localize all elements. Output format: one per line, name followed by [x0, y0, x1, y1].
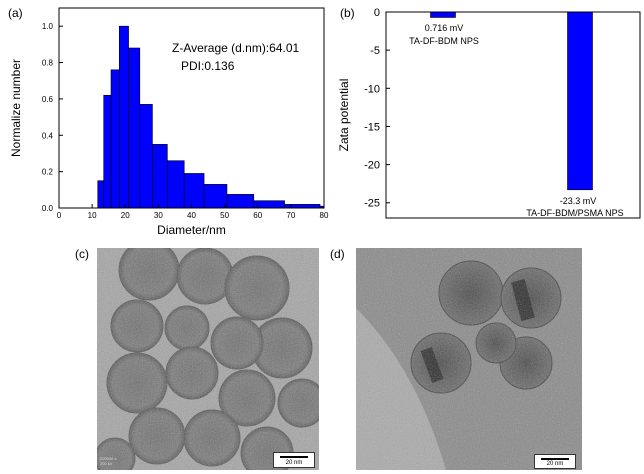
x-tick-label: 10: [88, 211, 97, 220]
histogram-bar-4: [118, 25, 129, 209]
histogram-bar-6: [139, 104, 153, 209]
value-label-2: -23.3 mV: [560, 196, 597, 206]
zeta-bar-1: [430, 11, 456, 18]
x-tick-label: 40: [187, 211, 196, 220]
y-axis-ticks: 0 -5 -10 -15 -20 -25: [364, 7, 390, 210]
histogram-bar-13: [284, 204, 321, 209]
tem-image-c: 200000 x 200 kV 20 nm: [97, 248, 319, 470]
y-tick-label: 0.4: [42, 131, 54, 140]
voltage-info: 200 kV: [100, 461, 113, 466]
histogram-bar-11: [226, 194, 255, 209]
tem-micrograph-c: [97, 248, 319, 470]
histogram-bar-7: [152, 144, 168, 209]
tem-image-d: 20 nm: [356, 248, 582, 470]
x-axis-ticks: 0 10 20 30 40 50 60 70 80: [57, 204, 329, 220]
y-tick-label: 0.2: [42, 168, 54, 177]
zeta-potential-chart: 0-5-10-15-20-25 Zata potential 0.716 mV …: [337, 7, 641, 219]
y-tick-label: -20: [364, 160, 380, 172]
panel-label-b: (b): [340, 6, 355, 20]
tem-micrograph-d: [356, 248, 582, 470]
histogram-bar-2: [103, 94, 112, 209]
y-tick-label: -5: [370, 45, 380, 57]
histogram-bars: [97, 25, 325, 209]
y-axis-label: Zata potential: [337, 79, 351, 152]
x-tick-label: 20: [121, 211, 130, 220]
y-axis-ticks: 0.0 0.2 0.4 0.6 0.8 1.0: [42, 22, 63, 213]
category-label-1: TA-DF-BDM NPS: [409, 36, 479, 46]
scale-bar-c: 20 nm: [273, 452, 315, 468]
value-label-1: 0.716 mV: [425, 23, 464, 33]
panel-label-a: (a): [8, 6, 23, 20]
y-tick-label: 0.8: [42, 59, 54, 68]
y-axis-label: Normalize number: [9, 59, 23, 157]
pdi-annotation: PDI:0.136: [181, 59, 235, 73]
x-tick-label: 30: [154, 211, 163, 220]
histogram-bar-5: [128, 47, 141, 209]
y-tick-label: -10: [364, 83, 380, 95]
histogram-bar-12: [253, 200, 285, 209]
y-tick-label: 0: [374, 7, 380, 19]
histogram-bar-9: [183, 173, 205, 209]
size-distribution-chart: 0 10 20 30 40 50 60 70 80 0.0 0.2 0.4 0.6 0.8 1.0 Dia…: [9, 7, 329, 237]
scale-bar-label-c: 20 nm: [285, 460, 303, 466]
x-tick-label: 80: [320, 211, 329, 220]
zeta-bars: [430, 11, 593, 191]
x-tick-label: 50: [220, 211, 229, 220]
histogram-bar-10: [203, 184, 228, 209]
panel-label-d: (d): [330, 247, 345, 261]
category-label-2: TA-DF-BDM/PSMA NPS: [526, 208, 623, 218]
histogram-bar-3: [110, 69, 120, 209]
x-tick-label: 70: [286, 211, 295, 220]
histogram-bar-1: [97, 180, 105, 209]
y-tick-label: -25: [364, 198, 380, 210]
plot-frame: [385, 11, 641, 219]
y-tick-label: 0.6: [42, 95, 54, 104]
magnification-info: 200000 x: [100, 456, 117, 461]
y-tick-label: -15: [364, 121, 380, 133]
x-tick-label: 60: [253, 211, 262, 220]
scale-bar-label-d: 20 nm: [546, 461, 564, 467]
zeta-bar-2: [567, 11, 593, 191]
panel-label-c: (c): [75, 247, 89, 261]
histogram-bar-8: [167, 160, 185, 209]
scale-bar-d: 20 nm: [534, 454, 576, 469]
y-tick-label: 0.0: [42, 204, 54, 213]
z-average-annotation: Z-Average (d.nm):64.01: [172, 41, 299, 55]
y-tick-label: 1.0: [42, 22, 54, 31]
x-axis-label: Diameter/nm: [157, 223, 226, 237]
x-tick-label: 0: [57, 211, 62, 220]
